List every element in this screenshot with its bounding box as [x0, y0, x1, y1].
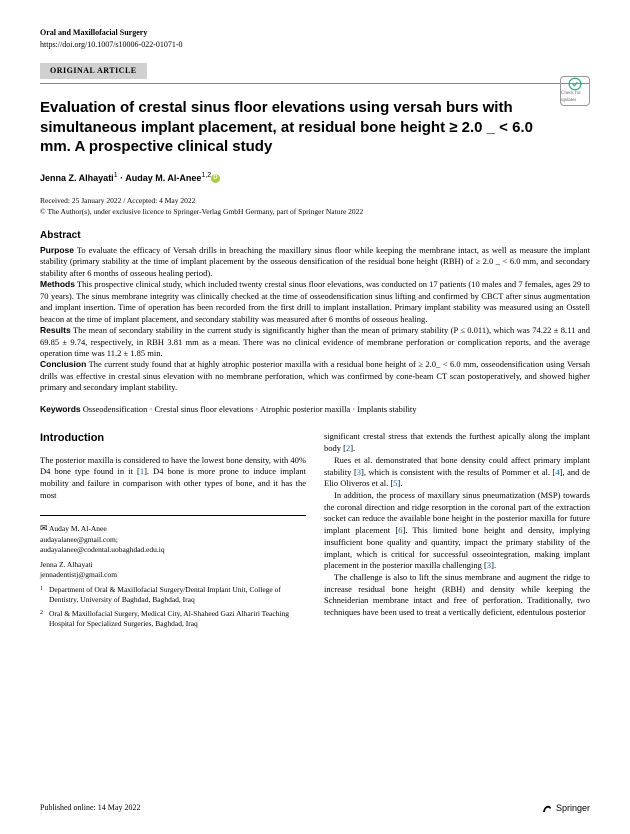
affil-2-text: Oral & Maxillofacial Surgery, Medical Ci… — [49, 609, 306, 629]
keywords-label: Keywords — [40, 404, 81, 414]
doi-link[interactable]: https://doi.org/10.1007/s10006-022-01071… — [40, 40, 590, 51]
right-para-3: In addition, the process of maxillary si… — [324, 490, 590, 572]
methods-text: This prospective clinical study, which i… — [40, 279, 590, 323]
conclusion-label: Conclusion — [40, 359, 86, 369]
results-label: Results — [40, 325, 71, 335]
intro-para-1: The posterior maxilla is considered to h… — [40, 455, 306, 502]
publisher-name: Springer — [556, 802, 590, 814]
article-type-tag: ORIGINAL ARTICLE — [40, 63, 147, 80]
published-date: Published online: 14 May 2022 — [40, 803, 140, 814]
left-column: Introduction The posterior maxilla is co… — [40, 431, 306, 633]
purpose-label: Purpose — [40, 245, 74, 255]
affil-2-num: 2 — [40, 609, 43, 629]
envelope-icon: ✉ — [40, 523, 48, 533]
keywords-text: Osseodensification · Crestal sinus floor… — [81, 404, 417, 414]
orcid-icon[interactable] — [211, 174, 220, 183]
methods-label: Methods — [40, 279, 75, 289]
author-2: Auday M. Al-Anee — [125, 173, 201, 183]
introduction-heading: Introduction — [40, 431, 306, 446]
right-column: significant crestal stress that extends … — [324, 431, 590, 633]
results-text: The mean of secondary stability in the c… — [40, 325, 590, 358]
author-list: Jenna Z. Alhayati1 · Auday M. Al-Anee1,2 — [40, 171, 590, 184]
right-para-1: significant crestal stress that extends … — [324, 431, 590, 454]
check-updates-icon — [568, 77, 582, 91]
author-2-affil: 1,2 — [201, 172, 211, 179]
springer-horse-icon — [541, 802, 553, 814]
corr-email-1[interactable]: audayalanee@gmail.com; — [40, 535, 118, 544]
correspondence-box: ✉ Auday M. Al-Anee audayalanee@gmail.com… — [40, 515, 306, 629]
article-dates: Received: 25 January 2022 / Accepted: 4 … — [40, 196, 590, 206]
author-1-contact-name: Jenna Z. Alhayati — [40, 560, 93, 569]
affil-1-num: 1 — [40, 585, 43, 605]
check-updates-badge[interactable]: Check for updates — [560, 76, 590, 106]
journal-name: Oral and Maxillofacial Surgery — [40, 28, 590, 39]
abstract-heading: Abstract — [40, 229, 590, 243]
right-para-4: The challenge is also to lift the sinus … — [324, 572, 590, 619]
abstract-body: Purpose To evaluate the efficacy of Vers… — [40, 245, 590, 394]
keywords-line: Keywords Osseodensification · Crestal si… — [40, 404, 590, 415]
corr-author-name: Auday M. Al-Anee — [49, 524, 107, 533]
article-title: Evaluation of crestal sinus floor elevat… — [40, 98, 590, 157]
corr-email-2[interactable]: audayalanee@codental.uobaghdad.edu.iq — [40, 545, 165, 554]
author-1-email[interactable]: jennadentistj@gmail.com — [40, 570, 117, 579]
publisher-logo: Springer — [541, 802, 590, 814]
body-columns: Introduction The posterior maxilla is co… — [40, 431, 590, 633]
conclusion-text: The current study found that at highly a… — [40, 359, 590, 392]
copyright-notice: © The Author(s), under exclusive licence… — [40, 207, 590, 217]
purpose-text: To evaluate the efficacy of Versah drill… — [40, 245, 590, 278]
right-para-2: Rues et al. demonstrated that bone densi… — [324, 455, 590, 490]
check-updates-label: Check for updates — [561, 91, 589, 105]
page-footer: Published online: 14 May 2022 Springer — [40, 802, 590, 814]
author-1: Jenna Z. Alhayati — [40, 173, 114, 183]
affil-1-text: Department of Oral & Maxillofacial Surge… — [49, 585, 306, 605]
